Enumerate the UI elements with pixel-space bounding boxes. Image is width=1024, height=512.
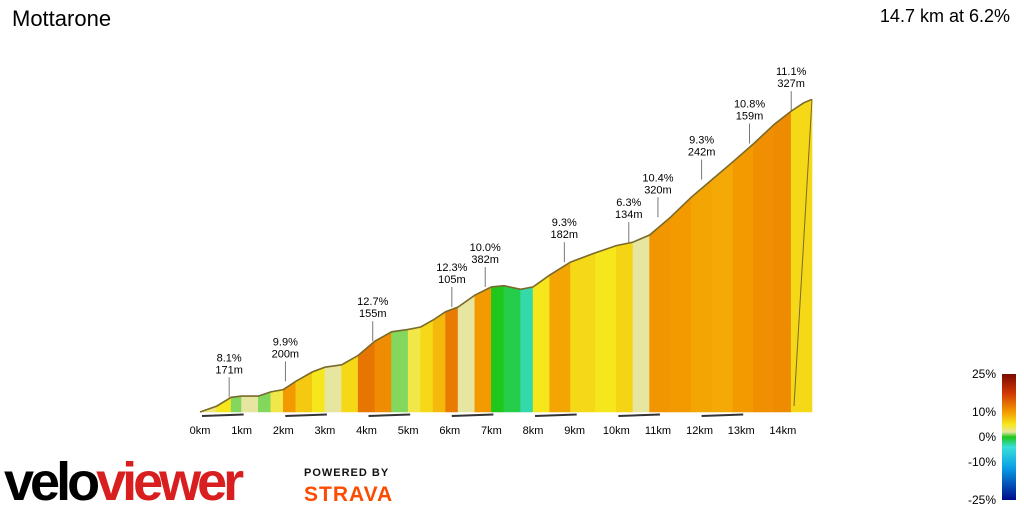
profile-outline: [199, 98, 813, 413]
gradient-scale-legend: 25% 10% 0% -10% -25%: [968, 367, 1016, 507]
km-band: [285, 413, 327, 417]
annotation-length: 159m: [736, 111, 764, 123]
grade-segment: [445, 306, 459, 413]
profile-edge: [793, 99, 813, 407]
km-band: [701, 413, 744, 417]
grade-segment: [595, 245, 617, 413]
grade-segment: [270, 389, 284, 413]
annotation-length: 382m: [471, 254, 499, 266]
x-tick-label: 8km: [523, 425, 544, 437]
x-tick-label: 3km: [315, 425, 336, 437]
annotation-grade: 11.1%: [776, 66, 807, 78]
grade-segment: [774, 110, 792, 413]
x-tick-label: 1km: [231, 425, 252, 437]
grade-segment: [312, 366, 326, 413]
x-axis-ticks: 0km 1km 2km 3km 4km 5km 6km 7km 8km 9km 10km 11km 12…: [190, 413, 796, 437]
x-tick-label: 6km: [439, 425, 460, 437]
scale-label: 0%: [979, 430, 997, 444]
annotation-grade: 9.3%: [689, 135, 714, 147]
grade-segment: [632, 234, 650, 413]
x-tick-label: 13km: [728, 425, 755, 437]
grade-segment: [357, 340, 376, 413]
veloviewer-logo: veloviewer POWERED BY STRAVA: [4, 452, 393, 512]
grade-segment: [420, 319, 434, 413]
gradient-scale-labels: 25% 10% 0% -10% -25%: [968, 367, 996, 507]
grade-segment: [649, 216, 671, 413]
annotation-grade: 10.8%: [734, 99, 765, 111]
km-band: [368, 413, 411, 417]
grade-segment: [732, 142, 755, 413]
annotation-grade: 6.3%: [616, 197, 641, 209]
scale-label: -10%: [968, 455, 996, 469]
grade-segment: [374, 331, 392, 413]
km-band: [201, 413, 244, 417]
scale-label: -25%: [968, 493, 996, 507]
scale-label: 10%: [972, 405, 996, 419]
scale-label: 25%: [972, 367, 996, 381]
annotation-grade: 12.3%: [436, 262, 467, 274]
gradient-bar: [1002, 374, 1016, 500]
grade-segment: [324, 364, 342, 413]
grade-segment: [295, 371, 313, 413]
annotation-length: 182m: [551, 229, 579, 241]
km-band: [618, 413, 660, 417]
grade-segment: [615, 241, 634, 413]
grade-segment: [241, 395, 259, 413]
climb-summary: 14.7 km at 6.2%: [879, 6, 1010, 26]
powered-by-label: POWERED BY: [304, 467, 389, 479]
grade-segment: [670, 196, 692, 413]
annotation-length: 134m: [615, 209, 643, 221]
logo-text: veloviewer: [4, 452, 244, 512]
x-tick-label: 11km: [645, 425, 671, 437]
annotation-length: 327m: [777, 78, 805, 90]
x-tick-label: 2km: [273, 425, 294, 437]
annotation-grade: 12.7%: [357, 296, 388, 308]
x-tick-label: 9km: [564, 425, 585, 437]
grade-segment: [503, 285, 521, 413]
annotation-length: 155m: [359, 308, 387, 320]
grade-segment: [432, 311, 446, 413]
chart-title: Mottarone: [12, 6, 112, 31]
x-tick-label: 10km: [603, 425, 630, 437]
grade-segment: [474, 286, 492, 413]
grade-segment: [407, 326, 422, 413]
grade-annotations: 8.1%171m9.9%200m12.7%155m12.3%105m10.0%3…: [215, 66, 807, 398]
km-band: [451, 413, 494, 417]
annotation-grade: 9.9%: [273, 336, 298, 348]
annotation-grade: 10.0%: [470, 242, 501, 254]
x-tick-label: 4km: [356, 425, 377, 437]
x-tick-label: 12km: [686, 425, 713, 437]
grade-segment: [753, 123, 775, 413]
grade-segments: [199, 98, 813, 413]
grade-segment: [690, 178, 713, 413]
grade-segment: [230, 395, 242, 413]
grade-segment: [570, 252, 596, 413]
x-tick-label: 5km: [398, 425, 419, 437]
x-tick-label: 7km: [481, 425, 502, 437]
x-tick-label: 0km: [190, 425, 211, 437]
annotation-grade: 8.1%: [217, 352, 242, 364]
strava-logo: STRAVA: [304, 483, 393, 506]
x-tick-label: 14km: [769, 425, 796, 437]
grade-segment: [532, 274, 551, 413]
annotation-length: 320m: [644, 184, 672, 196]
grade-segment: [491, 285, 505, 413]
grade-segment: [457, 294, 476, 413]
grade-segment: [520, 286, 534, 413]
annotation-grade: 9.3%: [552, 217, 577, 229]
annotation-length: 200m: [272, 348, 300, 360]
km-band: [535, 413, 577, 417]
grade-segment: [549, 261, 571, 413]
annotation-grade: 10.4%: [642, 172, 673, 184]
grade-segment: [711, 161, 734, 413]
annotation-length: 171m: [215, 364, 243, 376]
grade-segment: [391, 329, 409, 413]
annotation-length: 242m: [688, 147, 716, 159]
annotation-length: 105m: [438, 274, 466, 286]
